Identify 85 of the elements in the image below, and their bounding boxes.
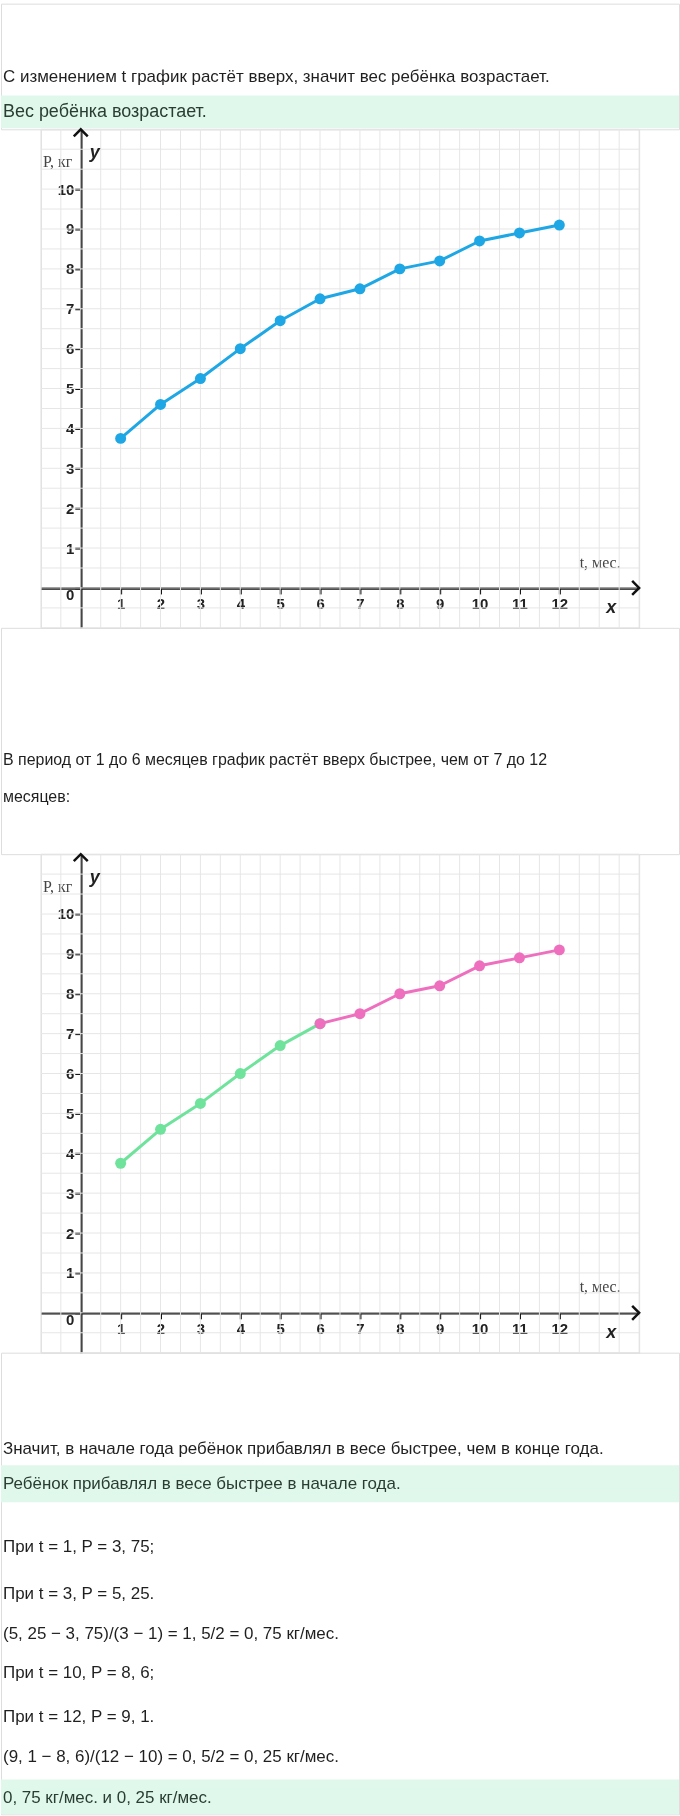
y-tick-label: 8 [65,260,75,278]
point [394,988,406,1000]
point [354,1008,366,1020]
x-tick-label: 8 [396,595,405,613]
annotation: y [88,142,101,163]
point [434,980,446,992]
x-tick-label: 12 [551,1320,569,1338]
x-tick-label: 10 [471,1320,489,1338]
y-axis-title: P, кг [42,152,73,170]
point [155,399,167,410]
y-tick-label: 7 [65,1025,75,1043]
x-tick-label: 4 [236,1320,246,1338]
point [155,1123,167,1135]
point [394,263,406,275]
text: Ребёнок прибавлял в весе быстрее в начале года. [2,1474,401,1494]
x-tick-label: 1 [116,595,126,613]
y-tick-label: 7 [65,300,75,318]
x-tick-label: 8 [396,1320,405,1338]
point [194,1097,206,1109]
point [354,283,366,295]
y-axis-title: P, кг [42,877,73,895]
chart-title: В период от 1 до 6 месяцев график растёт вверх быстрее, чем от 7 до 12 месяцев: [2,750,548,805]
point [115,1157,127,1169]
text: (9, 1 − 8, 6)/(12 − 10) = 0, 5/2 = 0, 25 кг/мес. [2,1747,339,1767]
x-tick-label: 4 [236,595,246,613]
y-tick-label: 8 [65,985,75,1003]
x-tick-label: 6 [316,1320,325,1338]
text: 0, 75 кг/мес. и 0, 25 кг/мес. [2,1788,212,1808]
chart-subtitle: Вес ребёнка возрастает. [2,101,207,122]
point [434,255,446,267]
y-tick-label: 2 [65,1224,75,1242]
y-tick-label: 2 [65,499,75,517]
point [314,293,326,305]
point [553,944,565,956]
x-axis-title: t, мес. [579,553,621,571]
x-tick-label: 5 [276,1320,285,1338]
annotation: x [605,596,618,617]
x-tick-label: 7 [356,1320,365,1338]
y-tick-label: 0 [65,1311,75,1329]
point [274,315,286,327]
chart-title: С изменением t график растёт вверх, значит вес ребёнка возрастает. [2,67,550,87]
point [474,960,486,972]
point [553,219,565,231]
x-tick-label: 6 [316,595,325,613]
y-tick-label: 5 [65,1104,75,1122]
y-tick-label: 4 [65,1144,75,1162]
y-tick-label: 3 [65,1184,75,1202]
point [474,235,486,247]
annotation: x [605,1321,618,1342]
point [234,343,246,355]
x-tick-label: 12 [551,595,569,613]
annotation: y [88,867,101,888]
x-tick-label: 9 [436,595,445,613]
x-tick-label: 11 [512,595,528,613]
y-tick-label: 1 [65,539,75,557]
x-tick-label: 7 [356,595,365,613]
point [513,952,525,964]
point [234,1068,246,1079]
y-tick-label: 0 [65,586,75,604]
y-tick-label: 10 [57,180,75,198]
x-tick-label: 11 [512,1320,528,1338]
y-tick-label: 9 [65,945,75,963]
x-tick-label: 5 [276,595,285,613]
y-tick-label: 6 [65,340,75,358]
y-tick-label: 1 [65,1264,75,1282]
x-tick-label: 1 [116,1320,126,1338]
x-tick-label: 3 [196,1320,206,1338]
text: Значит, в начале года ребёнок прибавлял в весе быстрее, чем в конце года. [2,1439,604,1459]
text: При t = 3, P = 5, 25. [2,1583,155,1603]
point [274,1040,286,1052]
y-tick-label: 3 [65,459,75,477]
y-tick-label: 4 [65,419,75,437]
point [194,373,206,385]
text: При t = 12, P = 9, 1. [2,1706,155,1726]
point [115,432,127,444]
x-tick-label: 9 [436,1320,445,1338]
text: При t = 1, P = 3, 75; [2,1537,155,1557]
y-tick-label: 10 [57,905,75,923]
x-tick-label: 10 [471,595,489,613]
y-tick-label: 9 [65,220,75,238]
point [513,227,525,239]
x-axis-title: t, мес. [579,1278,621,1296]
x-tick-label: 3 [196,595,206,613]
text: При t = 10, P = 8, 6; [2,1662,155,1682]
text: (5, 25 − 3, 75)/(3 − 1) = 1, 5/2 = 0, 75 кг/мес. [2,1623,339,1643]
